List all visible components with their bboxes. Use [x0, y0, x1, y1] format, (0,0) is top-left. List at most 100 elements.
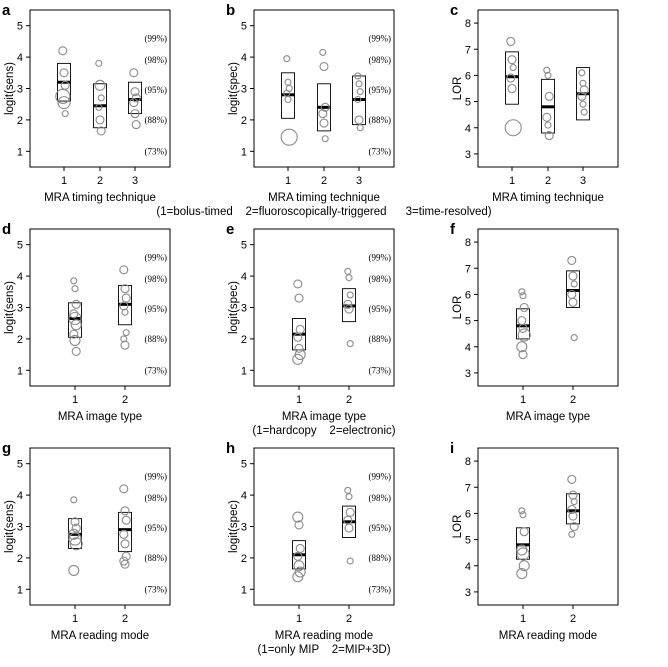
study-point [120, 335, 128, 343]
y-axis-label: LOR [452, 77, 464, 101]
y-tick-label: 3 [17, 84, 23, 96]
y-tick-label: 4 [465, 561, 471, 573]
y-tick-label: 7 [465, 482, 471, 494]
percent-label: (73%) [145, 365, 168, 375]
percent-label: (95%) [145, 85, 168, 95]
y-tick-label: 3 [17, 522, 23, 534]
study-point [355, 80, 363, 88]
percent-label: (98%) [145, 493, 168, 503]
study-point [319, 118, 329, 128]
study-point [346, 340, 354, 348]
study-point [70, 517, 80, 527]
study-point [120, 284, 130, 294]
study-point [70, 496, 78, 504]
x-axis-note: (1=only MIP 2=MIP+3D) [257, 644, 390, 656]
x-tick-label: 3 [580, 175, 586, 187]
y-tick-label: 2 [17, 334, 23, 346]
x-tick-label: 1 [296, 613, 302, 625]
study-point [120, 559, 130, 569]
y-tick-label: 5 [17, 240, 23, 252]
percent-label: (73%) [369, 146, 392, 156]
study-point [70, 277, 78, 285]
study-point [121, 293, 131, 303]
y-tick-label: 4 [17, 490, 23, 502]
y-axis-label: logit(sens) [4, 281, 16, 334]
study-point [345, 274, 353, 282]
percent-label: (88%) [369, 115, 392, 125]
study-point [356, 88, 364, 96]
study-point [517, 316, 527, 326]
study-point [70, 319, 82, 331]
group-3 [128, 68, 142, 130]
study-point [506, 36, 516, 46]
percent-label: (99%) [145, 471, 168, 481]
study-point [284, 95, 292, 104]
x-axis-note: (1=bolus-timed 2=fluoroscopically-trigge… [156, 206, 491, 218]
study-point [68, 311, 82, 326]
percent-label: (99%) [369, 252, 392, 262]
study-point [567, 504, 577, 515]
percent-label: (99%) [369, 33, 392, 43]
study-point [292, 353, 304, 365]
study-point [95, 115, 105, 125]
percent-label: (99%) [145, 252, 168, 262]
y-tick-label: 4 [465, 342, 471, 354]
x-tick-label: 2 [346, 613, 352, 625]
iqr-box [118, 511, 132, 553]
study-point [120, 539, 130, 549]
panel-letter: d [2, 221, 11, 238]
y-tick-label: 7 [465, 44, 471, 56]
study-point [346, 291, 354, 299]
group-2 [118, 484, 132, 569]
x-axis-note: (1=hardcopy 2=electronic) [252, 425, 395, 437]
study-point [570, 498, 578, 506]
x-tick-label: 1 [520, 394, 526, 406]
percent-label: (88%) [145, 553, 168, 563]
study-point [129, 98, 139, 108]
study-point [544, 131, 554, 141]
group-1 [68, 277, 82, 357]
group-2 [93, 59, 107, 136]
group-1 [516, 507, 530, 580]
study-point [69, 329, 79, 339]
panel-letter: e [226, 221, 234, 238]
group-1 [504, 36, 522, 137]
x-axis-label: MRA image type [282, 411, 366, 423]
x-axis-label: MRA timing technique [492, 192, 604, 204]
study-point [58, 46, 68, 56]
group-2 [566, 255, 580, 342]
study-point [71, 346, 81, 357]
study-point [568, 511, 578, 521]
study-point [580, 108, 588, 116]
x-tick-label: 1 [72, 613, 78, 625]
x-tick-label: 2 [570, 394, 576, 406]
study-point [507, 83, 517, 94]
y-tick-label: 5 [241, 459, 247, 471]
study-point [568, 490, 578, 500]
x-tick-label: 1 [72, 394, 78, 406]
study-point [95, 103, 103, 111]
y-tick-label: 6 [465, 508, 471, 520]
study-point [57, 96, 71, 110]
study-point [516, 568, 528, 580]
study-point [519, 511, 527, 519]
study-point [71, 299, 81, 309]
y-tick-label: 6 [465, 289, 471, 301]
y-axis-label: logit(sens) [4, 500, 16, 553]
y-tick-label: 1 [17, 365, 23, 377]
study-point [516, 547, 530, 561]
y-axis-label: logit(spec) [228, 500, 240, 553]
percent-label: (95%) [369, 85, 392, 95]
y-tick-label: 3 [241, 303, 247, 315]
panel-letter: c [450, 2, 458, 19]
plot-frame [477, 447, 619, 606]
study-point [284, 78, 292, 86]
study-point [345, 507, 355, 517]
x-axis-label: MRA timing technique [44, 192, 156, 204]
x-axis-label: MRA image type [58, 411, 142, 423]
group-1 [280, 55, 298, 146]
study-point [131, 93, 141, 103]
study-point [344, 267, 352, 275]
y-tick-label: 3 [465, 587, 471, 599]
